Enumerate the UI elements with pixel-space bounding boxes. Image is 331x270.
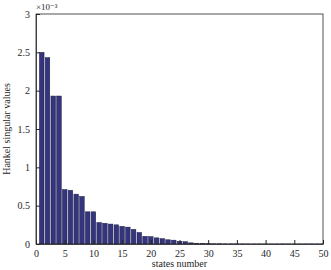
x-tick-mark [180, 240, 181, 244]
x-tick-label: 5 [63, 248, 68, 259]
x-tick-mark [266, 240, 267, 244]
bar [80, 196, 85, 244]
bar [126, 227, 131, 244]
y-tick-mark [36, 167, 40, 168]
x-tick-label: 10 [89, 248, 99, 259]
x-tick-label: 15 [118, 248, 128, 259]
y-tick-label: 3 [25, 9, 30, 20]
bar [62, 190, 67, 244]
bar [68, 190, 73, 244]
x-tick: 5 [63, 240, 68, 259]
y-tick-mark [36, 206, 40, 207]
bar [171, 240, 176, 244]
y-tick: 0.5 [18, 200, 41, 211]
x-tick-mark [93, 240, 94, 244]
bar [57, 96, 62, 244]
axis-exponent: ×10⁻³ [36, 2, 58, 12]
y-tick-mark [36, 52, 40, 53]
bar [143, 236, 148, 244]
x-tick: 15 [118, 240, 128, 259]
y-tick-mark [36, 91, 40, 92]
x-tick: 40 [261, 240, 271, 259]
y-tick-label: 2.5 [18, 47, 31, 58]
x-tick: 10 [89, 240, 99, 259]
x-tick-mark [237, 240, 238, 244]
bar [114, 225, 119, 244]
bar [74, 194, 79, 244]
bar [39, 52, 44, 244]
bars [39, 52, 323, 244]
x-tick: 45 [290, 240, 300, 259]
y-tick: 2.5 [18, 47, 41, 58]
x-tick-mark [294, 240, 295, 244]
y-axis: 0 0.5 1 1.5 2 2.5 3 [18, 9, 41, 250]
bar [149, 237, 154, 244]
x-tick-mark [323, 240, 324, 244]
bar [51, 96, 56, 244]
x-tick: 20 [146, 240, 156, 259]
bar [85, 212, 90, 244]
x-tick-mark [151, 240, 152, 244]
bar [45, 58, 50, 244]
y-tick-mark [36, 129, 40, 130]
x-tick: 25 [175, 240, 185, 259]
plot-frame [36, 14, 323, 244]
y-tick-mark [36, 14, 40, 15]
x-tick-label: 40 [261, 248, 271, 259]
y-axis-title: Hankel singular values [1, 83, 12, 175]
bar [97, 223, 102, 244]
y-tick-label: 1.5 [18, 124, 31, 135]
y-tick-mark [36, 244, 40, 245]
x-tick: 35 [232, 240, 242, 259]
bar [160, 239, 165, 244]
y-tick-label: 2 [25, 85, 30, 96]
y-tick-label: 1 [25, 162, 30, 173]
y-tick: 1.5 [18, 124, 41, 135]
x-tick-mark [122, 240, 123, 244]
bar [131, 229, 136, 244]
x-axis-line [37, 244, 324, 245]
x-axis-title: states number [152, 258, 208, 269]
x-tick-label: 35 [232, 248, 242, 259]
bar [108, 224, 113, 244]
y-tick: 1 [25, 162, 40, 173]
x-tick-label: 50 [319, 248, 329, 259]
bar [103, 223, 108, 244]
y-tick-label: 0 [25, 239, 30, 250]
x-tick: 30 [204, 240, 214, 259]
x-tick-label: 0 [34, 248, 39, 259]
x-tick-mark [65, 240, 66, 244]
bar [120, 226, 125, 244]
chart: 0 5 10 15 20 25 30 35 40 45 50 0 0.5 1 1.5 2 2.5 3 states … [0, 0, 331, 270]
x-tick-mark [208, 240, 209, 244]
y-tick-label: 0.5 [18, 200, 31, 211]
bar [166, 240, 171, 244]
bar [137, 233, 142, 245]
bar [91, 212, 96, 244]
x-tick: 50 [319, 240, 329, 259]
x-tick-label: 45 [290, 248, 300, 259]
bar [154, 238, 159, 244]
y-tick: 2 [25, 85, 40, 96]
y-tick: 0 [25, 239, 40, 250]
x-axis: 0 5 10 15 20 25 30 35 40 45 50 [34, 240, 329, 259]
